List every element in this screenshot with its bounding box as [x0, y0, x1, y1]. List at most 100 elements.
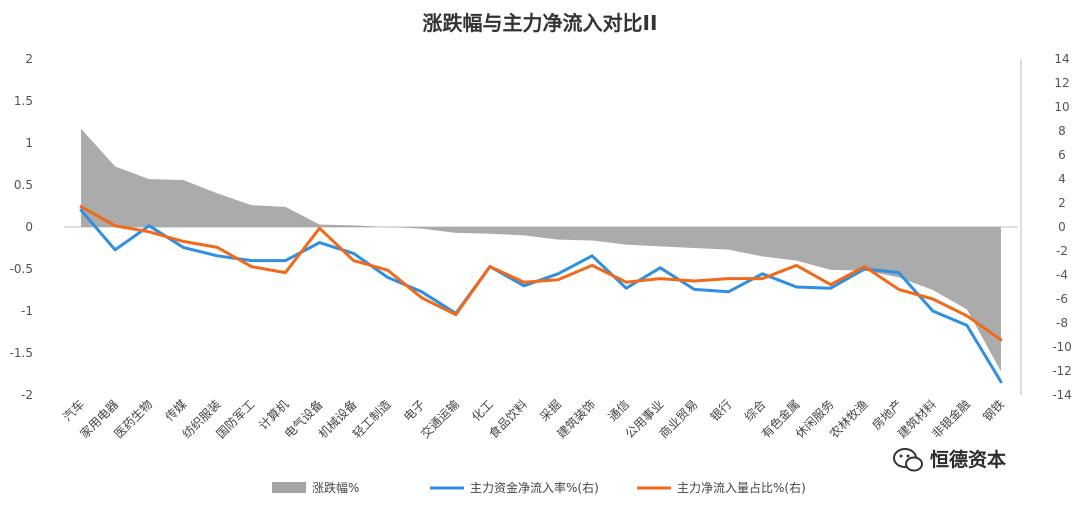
category-label: 化工 — [469, 397, 496, 424]
line-point — [318, 227, 321, 230]
line-point — [147, 224, 151, 227]
category-label: 传媒 — [162, 397, 190, 425]
left-tick-label: -0.5 — [10, 262, 33, 276]
line-point — [216, 254, 219, 257]
right-tick-label: 4 — [1058, 172, 1066, 186]
line-point — [420, 296, 423, 299]
category-label: 钢铁 — [980, 397, 1007, 424]
right-tick-label: 10 — [1054, 100, 1069, 114]
category-label: 非银金融 — [928, 397, 973, 442]
line-point — [727, 277, 730, 280]
left-tick-label: -2 — [21, 388, 33, 402]
category-label: 银行 — [708, 397, 735, 424]
right-tick-label: 6 — [1058, 148, 1066, 162]
line-point — [386, 276, 389, 279]
line-point — [386, 269, 389, 272]
line-series-net-inflow-share — [79, 205, 1003, 342]
category-label: 商业贸易 — [656, 397, 701, 442]
line-point — [284, 259, 287, 262]
line-point — [931, 309, 935, 313]
left-tick-label: 1 — [25, 136, 33, 150]
line-point — [522, 284, 526, 287]
line-point — [216, 246, 219, 249]
line-point — [761, 277, 764, 280]
line-point — [488, 265, 492, 268]
right-tick-label: -4 — [1056, 268, 1068, 282]
right-tick-label: 14 — [1054, 52, 1069, 66]
line-point — [897, 288, 900, 291]
line-point — [659, 277, 662, 280]
line-point — [863, 265, 866, 268]
right-tick-label: -2 — [1056, 244, 1068, 258]
line-point — [352, 259, 355, 262]
category-label: 食品饮料 — [486, 397, 531, 442]
line-point — [829, 287, 832, 290]
line-point — [113, 248, 117, 251]
line-point — [590, 264, 594, 267]
left-tick-label: 0.5 — [14, 178, 33, 192]
category-label: 汽车 — [60, 397, 88, 425]
line-point — [659, 266, 662, 269]
category-label: 建筑装饰 — [554, 397, 599, 442]
chart-title: 涨跌幅与主力净流入对比II — [423, 11, 658, 35]
left-tick-label: 1.5 — [14, 94, 33, 108]
line-point — [556, 278, 560, 281]
line-point — [761, 272, 764, 275]
category-label: 电子 — [401, 397, 428, 424]
left-tick-label: -1.5 — [10, 346, 33, 360]
category-label: 采掘 — [537, 397, 565, 425]
right-tick-label: 2 — [1058, 196, 1066, 210]
line-point — [624, 287, 628, 290]
watermark: 恒德资本 — [893, 448, 1006, 472]
line-point — [79, 209, 83, 212]
line-point — [795, 285, 798, 289]
line-point — [999, 380, 1003, 383]
line-point — [352, 252, 355, 255]
legend-label: 主力资金净流入率%(右) — [470, 480, 599, 495]
line-point — [182, 240, 185, 243]
watermark-text: 恒德资本 — [930, 448, 1006, 471]
line-point — [113, 224, 117, 227]
line-point — [624, 281, 628, 284]
line-point — [556, 272, 560, 275]
line-point — [79, 205, 83, 208]
line-point — [897, 271, 900, 274]
line-point — [318, 241, 321, 244]
line-point — [999, 338, 1003, 341]
line-point — [284, 271, 287, 274]
left-tick-label: 2 — [25, 52, 33, 66]
right-tick-label: 12 — [1054, 76, 1069, 90]
line-point — [250, 259, 253, 262]
line-point — [931, 297, 935, 301]
left-tick-label: 0 — [25, 220, 33, 234]
legend-label: 主力净流入量占比%(右) — [677, 480, 806, 495]
line-point — [829, 283, 832, 286]
line-point — [182, 246, 185, 249]
right-tick-label: -10 — [1052, 340, 1072, 354]
line-point — [590, 254, 594, 257]
area-series — [81, 128, 1001, 372]
legend: 涨跌幅% 主力资金净流入率%(右) 主力净流入量占比%(右) — [272, 480, 806, 495]
left-tick-label: -1 — [21, 304, 33, 318]
right-tick-label: 8 — [1058, 124, 1066, 138]
legend-swatch — [272, 482, 306, 493]
line-point — [795, 264, 798, 267]
right-tick-label: -12 — [1052, 364, 1072, 378]
line-point — [250, 265, 253, 268]
category-label: 轻工制造 — [350, 397, 394, 441]
category-label: 国防军工 — [213, 397, 258, 442]
category-label: 通信 — [605, 397, 632, 424]
line-point — [147, 230, 151, 233]
category-label: 医药生物 — [111, 397, 155, 441]
right-tick-label: -6 — [1056, 292, 1068, 306]
line-point — [727, 290, 730, 293]
right-tick-label: -14 — [1052, 388, 1072, 402]
right-tick-label: 0 — [1058, 220, 1066, 234]
line-point — [693, 279, 696, 283]
category-label: 交通运输 — [417, 397, 462, 442]
category-label: 综合 — [741, 397, 769, 425]
line-point — [522, 281, 526, 284]
